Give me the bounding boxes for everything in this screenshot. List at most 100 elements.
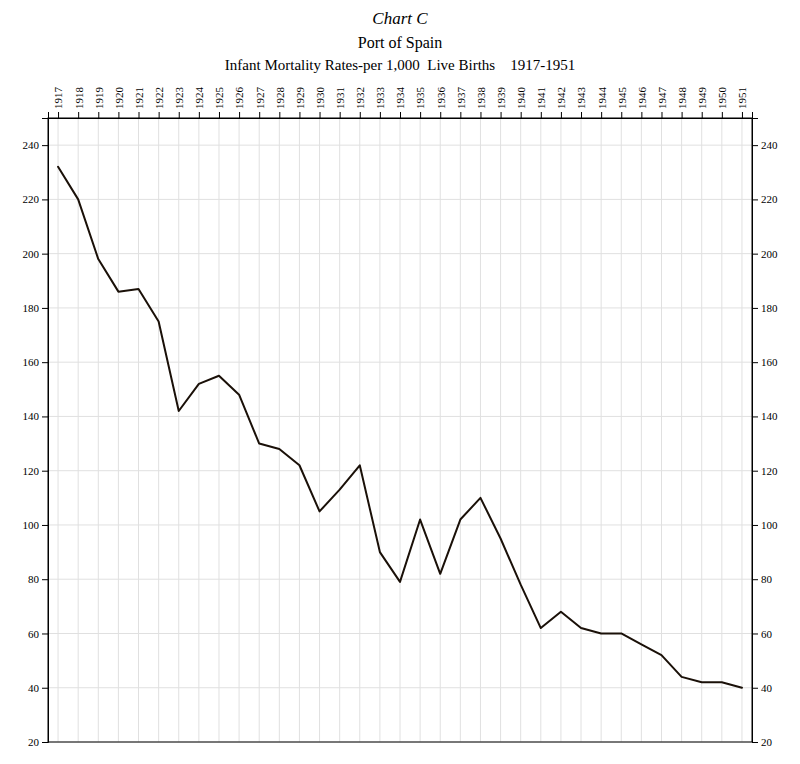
grid-line-x xyxy=(460,118,461,742)
grid-line-x xyxy=(138,118,139,742)
tick-label: 1949 xyxy=(696,87,708,110)
y-axis-right-tick: 160 xyxy=(752,356,778,368)
title-line: Chart C xyxy=(372,9,428,28)
tick-mark xyxy=(42,416,48,417)
grid-line-y xyxy=(48,145,752,146)
x-axis-tick: 1949 xyxy=(696,87,708,119)
tick-mark xyxy=(541,112,542,118)
x-axis-tick: 1938 xyxy=(475,87,487,119)
tick-mark xyxy=(752,254,758,255)
tick-mark xyxy=(199,112,200,118)
tick-label: 20 xyxy=(761,736,773,748)
x-axis-tick: 1944 xyxy=(595,87,607,119)
tick-mark xyxy=(752,416,758,417)
tick-label: 1936 xyxy=(435,87,447,110)
grid-line-y xyxy=(48,307,752,308)
y-axis-left-tick: 240 xyxy=(23,139,49,151)
tick-label: 1933 xyxy=(374,87,386,110)
plot-frame xyxy=(48,118,752,742)
tick-label: 120 xyxy=(761,465,778,477)
y-axis-right-tick: 240 xyxy=(752,139,778,151)
grid-line-x xyxy=(158,118,159,742)
y-axis-right-tick: 180 xyxy=(752,302,778,314)
tick-mark xyxy=(320,112,321,118)
tick-mark xyxy=(752,362,758,363)
marks xyxy=(58,167,742,688)
tick-mark xyxy=(219,112,220,118)
tick-label: 1919 xyxy=(93,87,105,110)
y-axis-left: 20406080100120140160180200220240 xyxy=(23,119,49,749)
tick-label: 1930 xyxy=(314,87,326,110)
tick-mark xyxy=(42,525,48,526)
grid-line-x xyxy=(741,118,742,742)
grid-line-x xyxy=(279,118,280,742)
y-axis-left-tick: 160 xyxy=(23,356,49,368)
tick-mark xyxy=(159,112,160,118)
tick-label: 20 xyxy=(28,736,40,748)
tick-mark xyxy=(42,199,48,200)
grid-line-x xyxy=(601,118,602,742)
x-axis-tick: 1934 xyxy=(394,87,406,119)
grid-line-x xyxy=(239,118,240,742)
tick-label: 120 xyxy=(23,465,40,477)
tick-mark xyxy=(42,145,48,146)
x-axis-tick: 1933 xyxy=(374,87,386,119)
tick-label: 140 xyxy=(761,410,778,422)
tick-label: 240 xyxy=(761,139,778,151)
tick-label: 240 xyxy=(23,139,40,151)
tick-label: 200 xyxy=(761,248,778,260)
tick-mark xyxy=(460,112,461,118)
grid-line-x xyxy=(621,118,622,742)
x-axis-tick: 1920 xyxy=(113,87,125,119)
grid-line-x xyxy=(118,118,119,742)
tick-mark xyxy=(380,112,381,118)
x-axis-tick: 1918 xyxy=(73,87,85,119)
tick-mark xyxy=(702,112,703,118)
x-axis-tick: 1948 xyxy=(676,87,688,119)
y-axis-right-tick: 120 xyxy=(752,465,778,477)
tick-label: 1951 xyxy=(736,87,748,109)
y-axis-right-tick: 140 xyxy=(752,410,778,422)
tick-label: 1932 xyxy=(354,87,366,109)
grid xyxy=(48,118,752,742)
tick-label: 1922 xyxy=(153,87,165,109)
y-axis-right-tick: 40 xyxy=(752,682,773,694)
tick-label: 1931 xyxy=(334,87,346,109)
y-axis-left-tick: 220 xyxy=(23,193,49,205)
x-axis-tick: 1940 xyxy=(515,87,527,119)
tick-label: 1924 xyxy=(193,87,205,110)
y-axis-left-tick: 20 xyxy=(28,736,48,748)
tick-label: 1928 xyxy=(274,87,286,110)
y-axis-left-tick: 140 xyxy=(23,410,49,422)
grid-line-y xyxy=(48,199,752,200)
tick-label: 1941 xyxy=(535,87,547,109)
y-axis-right-tick: 60 xyxy=(752,627,773,639)
tick-mark xyxy=(58,112,59,118)
x-axis-tick: 1928 xyxy=(274,87,286,119)
grid-line-x xyxy=(400,118,401,742)
grid-line-x xyxy=(681,118,682,742)
tick-mark xyxy=(259,112,260,118)
tick-mark xyxy=(661,112,662,118)
tick-mark xyxy=(340,112,341,118)
tick-mark xyxy=(98,112,99,118)
grid-line-x xyxy=(560,118,561,742)
tick-label: 60 xyxy=(761,627,773,639)
x-axis: 1917191819191920192119221923192419251926… xyxy=(49,87,753,119)
x-axis-tick: 1946 xyxy=(636,87,648,119)
x-axis-tick: 1950 xyxy=(716,87,728,119)
grid-line-x xyxy=(420,118,421,742)
grid-line-x xyxy=(500,118,501,742)
x-axis-tick: 1932 xyxy=(354,87,366,118)
tick-mark xyxy=(480,112,481,118)
grid-line-x xyxy=(359,118,360,742)
y-axis-left-tick: 200 xyxy=(23,248,49,260)
tick-label: 1947 xyxy=(656,87,668,110)
tick-label: 1923 xyxy=(173,87,185,110)
tick-label: 160 xyxy=(23,356,40,368)
plot: 1917191819191920192119221923192419251926… xyxy=(23,87,779,749)
tick-label: 40 xyxy=(28,682,40,694)
tick-mark xyxy=(621,112,622,118)
grid-line-y xyxy=(48,687,752,688)
grid-line-x xyxy=(259,118,260,742)
